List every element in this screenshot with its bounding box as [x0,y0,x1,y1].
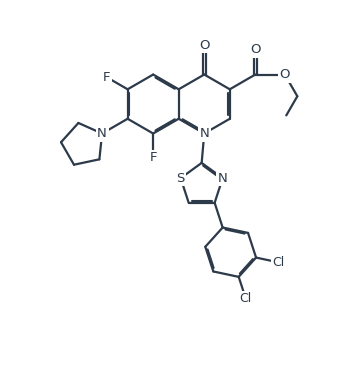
Text: Cl: Cl [272,256,284,269]
Text: F: F [103,71,110,84]
Text: N: N [199,127,209,140]
Text: N: N [218,172,227,185]
Text: N: N [97,127,107,140]
Text: O: O [199,39,209,51]
Text: F: F [149,151,157,164]
Text: O: O [279,68,290,81]
Text: Cl: Cl [240,292,252,305]
Text: O: O [250,43,261,56]
Text: S: S [177,172,185,185]
